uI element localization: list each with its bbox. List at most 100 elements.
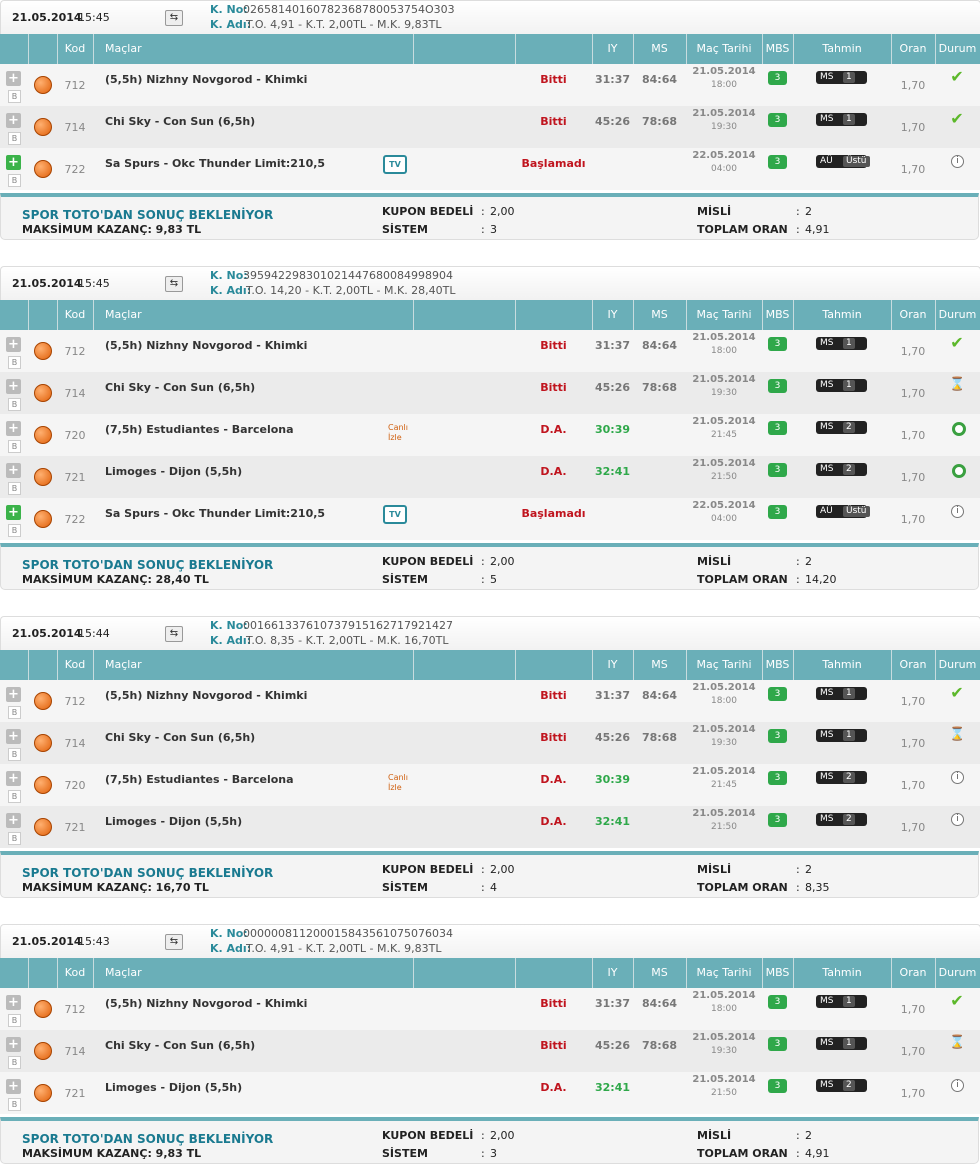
- coupon-time: 15:45: [78, 277, 110, 290]
- live-link[interactable]: İzle: [388, 433, 402, 442]
- k-adi-label: K. Adı:: [210, 284, 252, 297]
- add-button[interactable]: +: [6, 421, 21, 436]
- multiplier-label: MİSLİ: [697, 1129, 732, 1142]
- mbs: 3: [768, 113, 787, 127]
- status: Başlamadı: [521, 507, 586, 520]
- live-link[interactable]: Canlı: [388, 423, 409, 432]
- bet-type: MS: [820, 464, 834, 474]
- column-header: Oran: [899, 308, 927, 321]
- add-button[interactable]: +: [6, 771, 21, 786]
- add-button[interactable]: +: [6, 1037, 21, 1052]
- live-link[interactable]: İzle: [388, 783, 402, 792]
- sport-icon: [34, 468, 52, 486]
- refresh-button[interactable]: ⇆: [165, 934, 183, 950]
- bet: 1: [843, 688, 855, 699]
- system-label: SİSTEM: [382, 1147, 428, 1160]
- waiting-text: SPOR TOTO'DAN SONUÇ BEKLENİYOR: [22, 558, 274, 572]
- bet-type: MS: [820, 996, 834, 1006]
- column-header: IY: [607, 42, 618, 55]
- live-link[interactable]: Canlı: [388, 773, 409, 782]
- k-no: 000000811200015843561075076034: [243, 927, 453, 940]
- refresh-button[interactable]: ⇆: [165, 276, 183, 292]
- add-button[interactable]: +: [6, 995, 21, 1010]
- match-time: 18:00: [711, 1004, 737, 1014]
- add-button[interactable]: +: [6, 505, 21, 520]
- match: Chi Sky - Con Sun (6,5h): [105, 731, 256, 744]
- coupon-date: 21.05.2014: [12, 277, 82, 290]
- match-time: 19:30: [711, 388, 737, 398]
- b-label: B: [8, 1014, 21, 1027]
- match-time: 21:50: [711, 472, 737, 482]
- match: (7,5h) Estudiantes - Barcelona: [105, 773, 294, 786]
- add-button[interactable]: +: [6, 463, 21, 478]
- system: 4: [490, 881, 497, 894]
- mbs: 3: [768, 729, 787, 743]
- bet-type: MS: [820, 114, 834, 124]
- tv-icon[interactable]: TV: [383, 505, 407, 524]
- odds: 1,70: [900, 1045, 926, 1058]
- coupon-footer: [0, 851, 979, 898]
- first-half: 32:41: [594, 815, 630, 828]
- k-no-label: K. No:: [210, 927, 248, 940]
- coupon: 21.05.2014 15:43 ⇆ K. No: 000000811200015843…: [0, 924, 980, 1164]
- status-icon: i: [951, 505, 964, 518]
- odds: 1,70: [900, 821, 926, 834]
- first-half: 31:37: [594, 339, 630, 352]
- odds: 1,70: [900, 1087, 926, 1100]
- bet: 2: [843, 1080, 855, 1091]
- sport-icon: [34, 776, 52, 794]
- sport-icon: [34, 692, 52, 710]
- code: 720: [64, 429, 86, 442]
- stake-label: KUPON BEDELİ: [382, 205, 474, 218]
- match-time: 21:45: [711, 780, 737, 790]
- separator: :: [481, 573, 485, 586]
- separator: :: [481, 1147, 485, 1160]
- tv-icon[interactable]: TV: [383, 155, 407, 174]
- column-header: Oran: [899, 42, 927, 55]
- status-icon: i: [951, 813, 964, 826]
- refresh-button[interactable]: ⇆: [165, 626, 183, 642]
- k-no-label: K. No:: [210, 3, 248, 16]
- column-header: IY: [607, 658, 618, 671]
- bet: Üstü: [843, 506, 870, 517]
- add-button[interactable]: +: [6, 729, 21, 744]
- full-time: 84:64: [641, 73, 677, 86]
- add-button[interactable]: +: [6, 155, 21, 170]
- add-button[interactable]: +: [6, 71, 21, 86]
- k-no: 395942298301021447680084998904: [243, 269, 453, 282]
- k-adi: T.O. 14,20 - K.T. 2,00TL - M.K. 28,40TL: [246, 284, 456, 297]
- mbs: 3: [768, 813, 787, 827]
- match-time: 21:45: [711, 430, 737, 440]
- system-label: SİSTEM: [382, 881, 428, 894]
- column-header: Maç Tarihi: [696, 966, 752, 979]
- match: (5,5h) Nizhny Novgorod - Khimki: [105, 997, 308, 1010]
- b-label: B: [8, 1056, 21, 1069]
- b-label: B: [8, 706, 21, 719]
- status: Bitti: [540, 689, 567, 702]
- bet: 1: [843, 1038, 855, 1049]
- k-no-label: K. No:: [210, 619, 248, 632]
- add-button[interactable]: +: [6, 379, 21, 394]
- add-button[interactable]: +: [6, 113, 21, 128]
- add-button[interactable]: +: [6, 337, 21, 352]
- add-button[interactable]: +: [6, 1079, 21, 1094]
- k-adi-label: K. Adı:: [210, 18, 252, 31]
- separator: :: [796, 1129, 800, 1142]
- add-button[interactable]: +: [6, 687, 21, 702]
- refresh-button[interactable]: ⇆: [165, 10, 183, 26]
- full-time: 84:64: [641, 997, 677, 1010]
- status-icon: i: [951, 771, 964, 784]
- sport-icon: [34, 1042, 52, 1060]
- coupon-header: [0, 0, 980, 34]
- code: 712: [64, 345, 86, 358]
- bet-type: MS: [820, 1038, 834, 1048]
- mbs: 3: [768, 71, 787, 85]
- mbs: 3: [768, 421, 787, 435]
- bet-type: MS: [820, 772, 834, 782]
- coupon: 21.05.2014 15:45 ⇆ K. No: 395942298301021447…: [0, 266, 980, 590]
- separator: :: [481, 863, 485, 876]
- total_odds-label: TOPLAM ORAN: [697, 223, 788, 236]
- match: Sa Spurs - Okc Thunder Limit:210,5: [105, 507, 326, 520]
- add-button[interactable]: +: [6, 813, 21, 828]
